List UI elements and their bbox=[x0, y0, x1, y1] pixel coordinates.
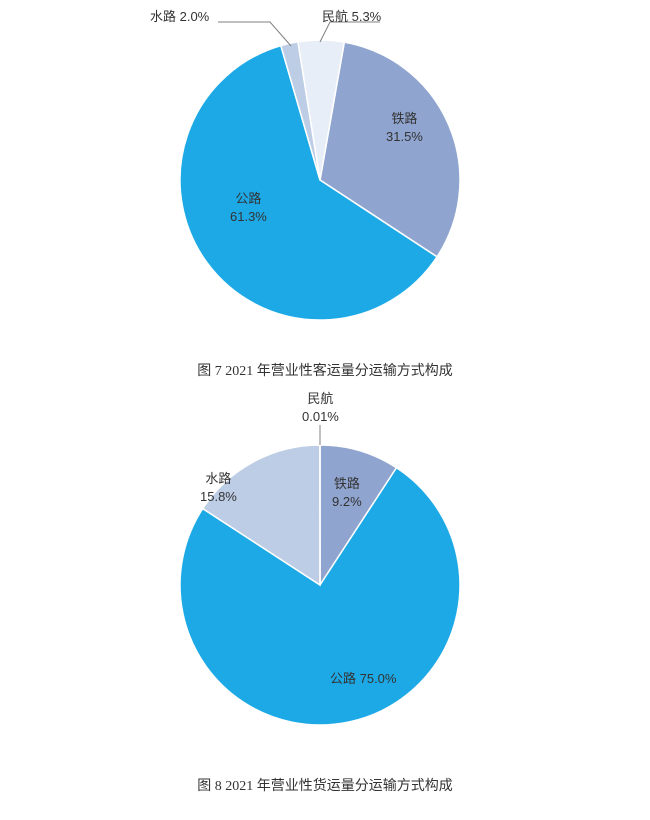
slice-label-民航-7: 民航 5.3% bbox=[322, 8, 381, 26]
chart-8-container: 铁路9.2% 公路 75.0% 水路15.8% 民航0.01% 图 8 2021 年营… bbox=[0, 390, 650, 820]
leader-line-水路-7 bbox=[218, 22, 291, 46]
slice-label-水路-7: 水路 2.0% bbox=[150, 8, 209, 26]
slice-label-水路-8: 水路15.8% bbox=[200, 470, 237, 506]
chart-7-container: 铁路31.5% 公路61.3% 水路 2.0% 民航 5.3% 图 7 2021 年营… bbox=[0, 0, 650, 390]
slice-label-公路-8: 公路 75.0% bbox=[330, 670, 396, 688]
slice-label-民航-8: 民航0.01% bbox=[302, 390, 339, 426]
slice-label-铁路-8: 铁路9.2% bbox=[332, 475, 362, 511]
pie-chart-8 bbox=[0, 390, 650, 770]
chart-8-caption: 图 8 2021 年营业性货运量分运输方式构成 bbox=[0, 775, 650, 795]
slice-label-公路-7: 公路61.3% bbox=[230, 190, 267, 226]
chart-7-caption: 图 7 2021 年营业性客运量分运输方式构成 bbox=[0, 360, 650, 380]
slice-label-铁路-7: 铁路31.5% bbox=[386, 110, 423, 146]
pie-chart-7 bbox=[0, 0, 650, 360]
